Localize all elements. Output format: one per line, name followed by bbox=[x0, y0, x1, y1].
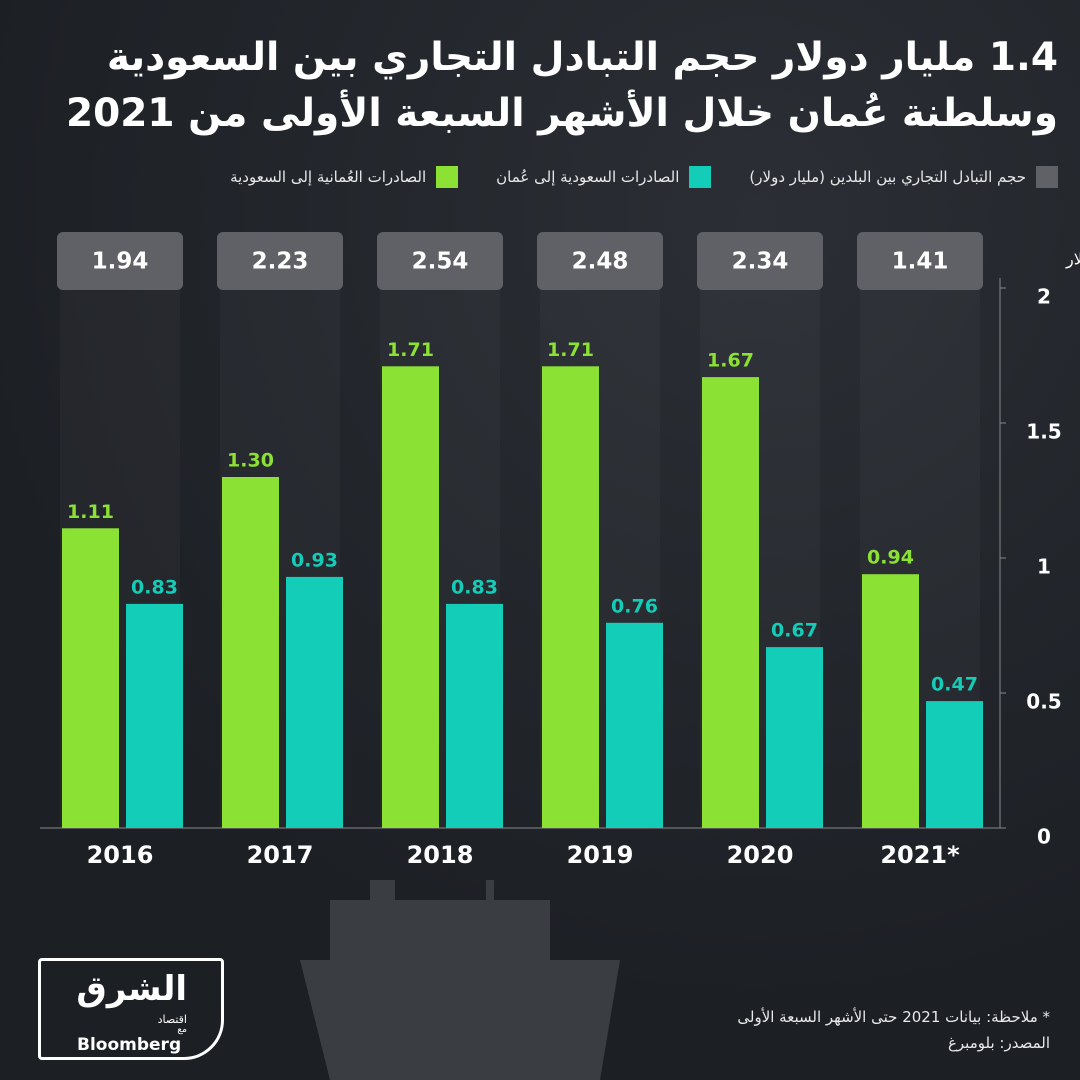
legend-swatch bbox=[689, 166, 712, 188]
y-tick-label: 1.5 bbox=[1026, 420, 1061, 444]
ship bbox=[300, 880, 620, 1080]
total-label: 2.54 bbox=[412, 249, 469, 275]
legend-label: حجم التبادل التجاري بين البلدين (مليار د… bbox=[749, 168, 1026, 186]
bar bbox=[542, 366, 599, 828]
total-box bbox=[377, 232, 503, 290]
total-box bbox=[537, 232, 663, 290]
total-label: 2.34 bbox=[732, 249, 789, 275]
source: المصدر: بلومبرغ bbox=[947, 1034, 1050, 1052]
value-label: 0.93 bbox=[291, 549, 338, 571]
logo-with: مع bbox=[177, 1025, 187, 1035]
total-label: 1.41 bbox=[892, 249, 949, 275]
value-label: 0.83 bbox=[451, 576, 498, 598]
bar bbox=[606, 622, 663, 828]
legend-label: الصادرات العُمانية إلى السعودية bbox=[230, 168, 427, 186]
legend: حجم التبادل التجاري بين البلدين (مليار د… bbox=[230, 166, 1058, 188]
chart-title: 1.4 مليار دولار حجم التبادل التجاري بين … bbox=[66, 35, 1058, 136]
total-box bbox=[857, 232, 983, 290]
legend-swatch bbox=[436, 166, 459, 188]
total-box bbox=[217, 232, 343, 290]
bar bbox=[222, 477, 279, 828]
logo-name: الشرق bbox=[76, 969, 187, 1009]
logo-sub: اقتصاد bbox=[157, 1013, 187, 1026]
value-label: 0.94 bbox=[867, 547, 914, 569]
value-label: 1.71 bbox=[547, 339, 594, 361]
x-tick-label: 2021* bbox=[880, 841, 960, 869]
bar bbox=[286, 576, 343, 828]
bar bbox=[382, 366, 439, 828]
y-axis-title: مليار دولار bbox=[1065, 250, 1080, 270]
bar bbox=[862, 574, 919, 828]
x-tick-label: 2017 bbox=[247, 841, 314, 869]
y-tick-label: 1 bbox=[1037, 555, 1051, 579]
bar bbox=[926, 701, 983, 828]
x-tick-label: 2019 bbox=[567, 841, 634, 869]
y-tick-label: 2 bbox=[1037, 285, 1051, 309]
legend-item: الصادرات العُمانية إلى السعودية bbox=[230, 166, 459, 188]
bar bbox=[766, 647, 823, 828]
total-label: 1.94 bbox=[92, 249, 149, 275]
total-label: 2.23 bbox=[252, 249, 309, 275]
logo-partner: Bloomberg bbox=[77, 1035, 182, 1055]
bar bbox=[702, 377, 759, 828]
x-tick-label: 2016 bbox=[87, 841, 154, 869]
legend-item: حجم التبادل التجاري بين البلدين (مليار د… bbox=[749, 166, 1058, 188]
note: * ملاحظة: بيانات 2021 حتى الأشهر السبعة … bbox=[737, 1008, 1050, 1026]
value-label: 0.67 bbox=[771, 620, 818, 642]
x-tick-label: 2020 bbox=[727, 841, 794, 869]
value-label: 0.76 bbox=[611, 595, 658, 617]
legend-swatch bbox=[1036, 166, 1058, 188]
x-tick-label: 2018 bbox=[407, 841, 474, 869]
y-tick-label: 0 bbox=[1037, 825, 1051, 849]
value-label: 1.71 bbox=[387, 339, 434, 361]
value-label: 1.67 bbox=[707, 350, 754, 372]
value-label: 0.47 bbox=[931, 674, 978, 696]
legend-label: الصادرات السعودية إلى عُمان bbox=[496, 168, 680, 186]
value-label: 1.11 bbox=[67, 501, 114, 523]
y-tick-label: 0.5 bbox=[1026, 690, 1061, 714]
logo: الشرق اقتصاد مع Bloomberg bbox=[38, 958, 224, 1060]
bar bbox=[126, 603, 183, 828]
total-label: 2.48 bbox=[572, 249, 629, 275]
total-box bbox=[697, 232, 823, 290]
bar bbox=[62, 528, 119, 828]
value-label: 1.30 bbox=[227, 450, 274, 472]
total-box bbox=[57, 232, 183, 290]
value-label: 0.83 bbox=[131, 576, 178, 598]
legend-item: الصادرات السعودية إلى عُمان bbox=[496, 166, 712, 188]
bar bbox=[446, 603, 503, 828]
